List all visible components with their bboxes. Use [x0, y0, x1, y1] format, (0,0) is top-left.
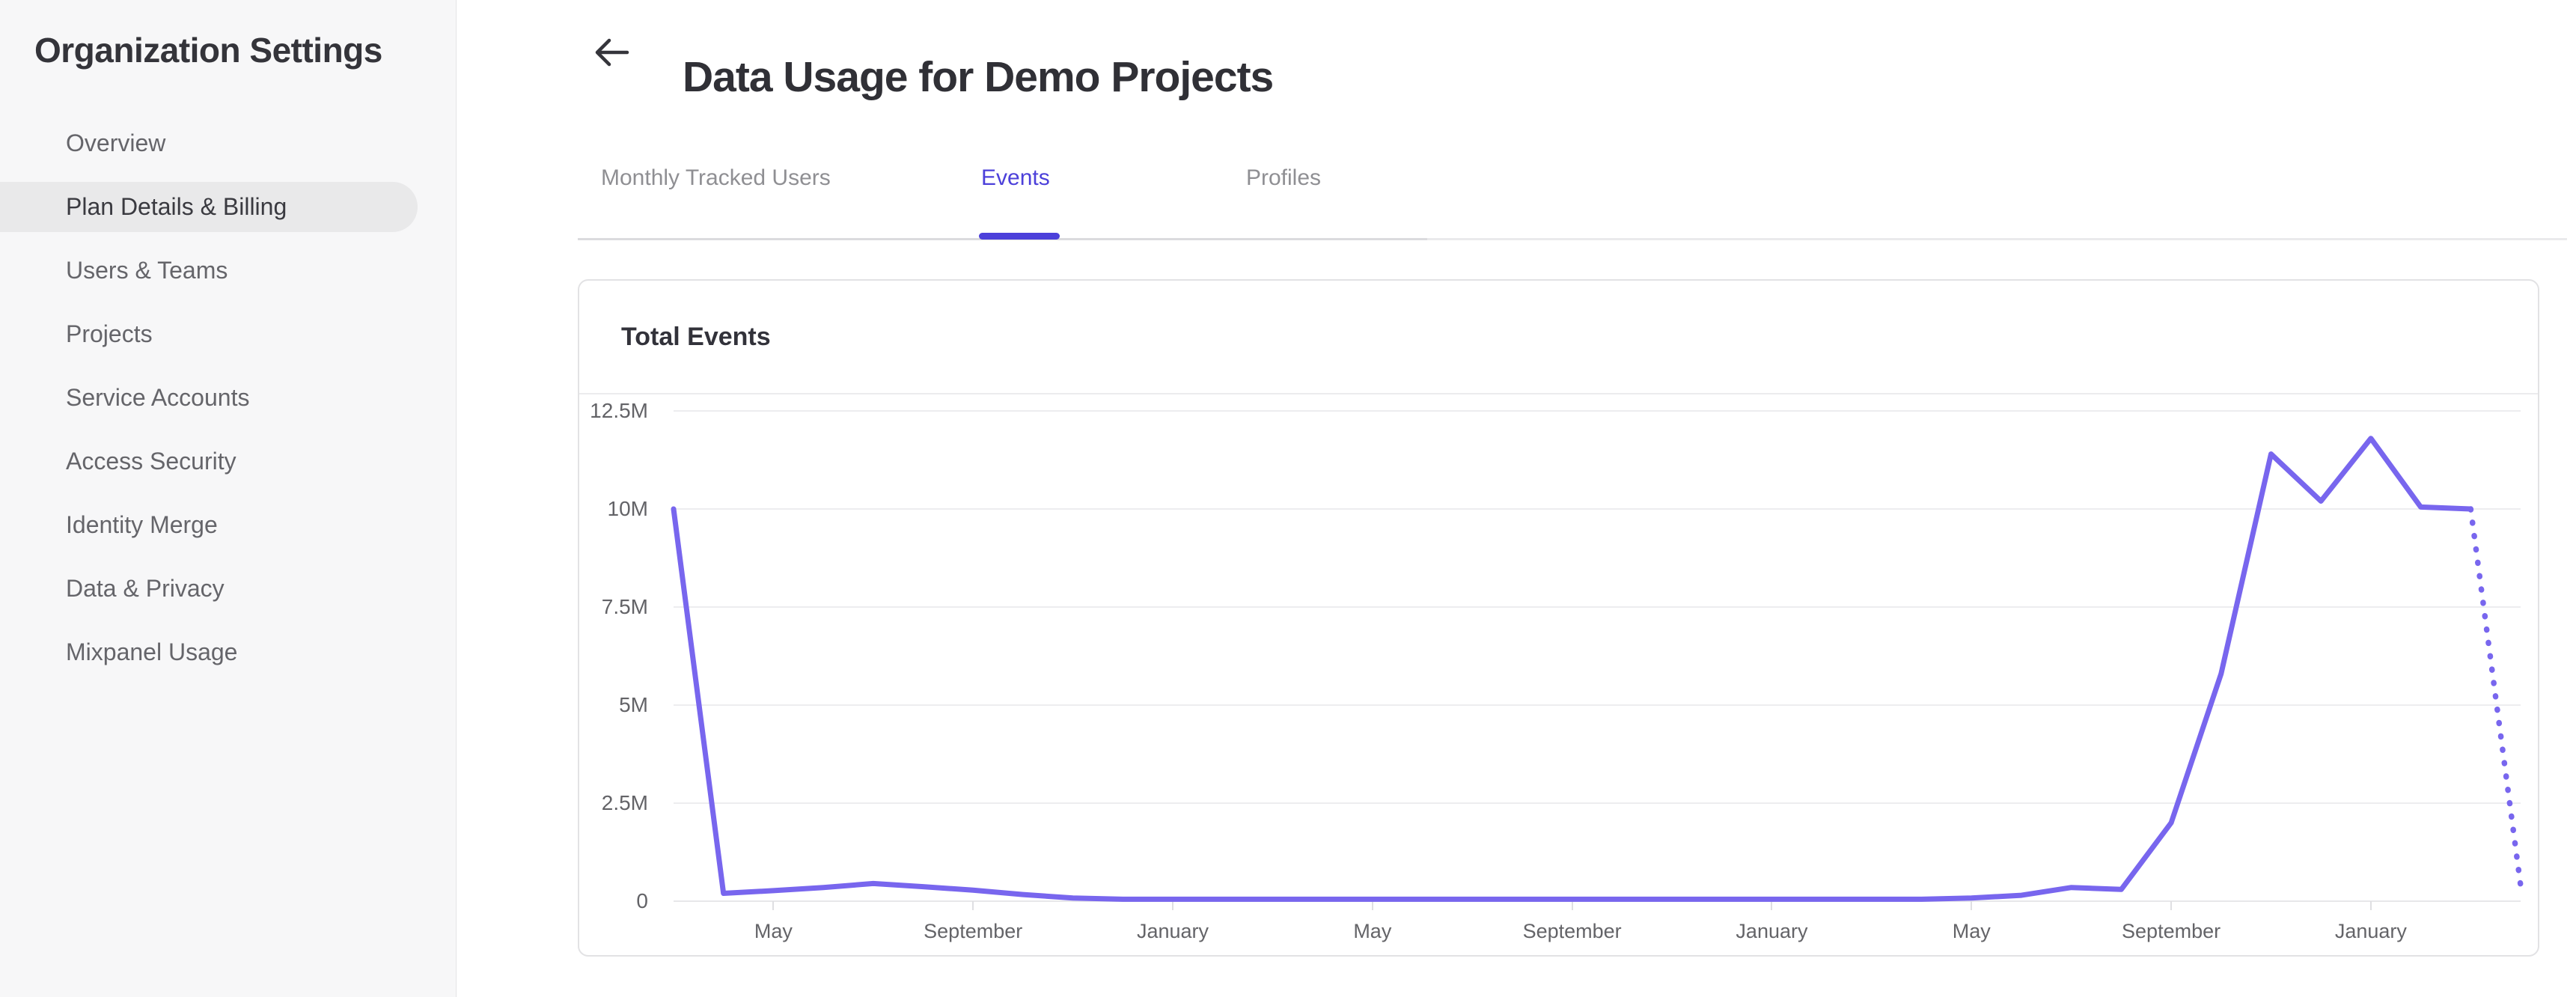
x-axis-tick [1971, 901, 1973, 910]
x-axis-tick [2170, 901, 2173, 910]
chart-line-projected [2467, 506, 2524, 888]
sidebar-item-identity-merge[interactable]: Identity Merge [66, 511, 218, 538]
sidebar-item-access-security[interactable]: Access Security [66, 448, 236, 475]
chart-plot: 12.5M 10M 7.5M 5M 2.5M 0 May September January Ma… [579, 394, 2538, 955]
total-events-card: Total Events 12.5M 10M 7.5M 5M 2.5M 0 May Septe… [578, 279, 2539, 957]
y-axis-label: 0 [636, 889, 648, 912]
sidebar-item-plan-details-billing[interactable]: Plan Details & Billing [0, 175, 456, 239]
sidebar-item-users-teams[interactable]: Users & Teams [66, 257, 228, 284]
y-axis-label: 2.5M [601, 791, 648, 814]
chart-title: Total Events [621, 322, 771, 351]
x-axis-label: January [1136, 920, 1209, 942]
x-axis-tick [1571, 901, 1573, 910]
sidebar-item-mixpanel-usage[interactable]: Mixpanel Usage [66, 638, 238, 665]
x-axis-label: January [2334, 920, 2407, 942]
x-axis-label: September [1522, 920, 1622, 942]
x-axis-tick [1172, 901, 1174, 910]
tab-events[interactable]: Events [981, 165, 1050, 190]
active-tab-indicator [979, 233, 1060, 240]
x-axis-label: May [1353, 920, 1392, 942]
x-axis-label: May [754, 920, 793, 942]
x-axis-tick [1371, 901, 1373, 910]
tab-profiles[interactable]: Profiles [1246, 165, 1322, 190]
y-axis-label: 10M [607, 497, 648, 520]
x-axis-label: May [1952, 920, 1991, 942]
sidebar: Organization Settings Overview Plan Deta… [0, 0, 457, 997]
y-axis-label: 5M [619, 693, 648, 716]
sidebar-nav: Overview Plan Details & Billing Users & … [0, 112, 456, 684]
tab-monthly-tracked-users[interactable]: Monthly Tracked Users [601, 165, 831, 190]
total-events-line-chart [671, 436, 2524, 902]
gridline-2.5M [674, 802, 2521, 804]
chart-line-actual [671, 436, 2473, 902]
x-axis-label: September [2122, 920, 2221, 942]
gridline-10M [674, 508, 2521, 510]
sidebar-title: Organization Settings [34, 31, 382, 70]
gridline-7.5M [674, 606, 2521, 608]
sidebar-item-overview[interactable]: Overview [66, 129, 166, 156]
back-arrow-icon [595, 38, 629, 67]
tabs-divider [578, 238, 2567, 240]
x-axis-tick [1771, 901, 1773, 910]
sidebar-item-service-accounts[interactable]: Service Accounts [66, 384, 250, 411]
x-axis-tick [2369, 901, 2372, 910]
page-title: Data Usage for Demo Projects [683, 53, 1274, 102]
x-axis-label: September [924, 920, 1023, 942]
sidebar-item-projects[interactable]: Projects [66, 320, 153, 347]
sidebar-item-data-privacy[interactable]: Data & Privacy [66, 575, 225, 602]
x-axis-label: January [1736, 920, 1808, 942]
y-axis-label: 7.5M [601, 595, 648, 618]
card-header: Total Events [579, 281, 2538, 394]
x-axis-tick [972, 901, 974, 910]
gridline-12.5M [674, 410, 2521, 412]
back-button[interactable] [590, 34, 632, 70]
gridline-5M [674, 704, 2521, 706]
x-axis-tick [772, 901, 775, 910]
y-axis-label: 12.5M [590, 399, 648, 422]
